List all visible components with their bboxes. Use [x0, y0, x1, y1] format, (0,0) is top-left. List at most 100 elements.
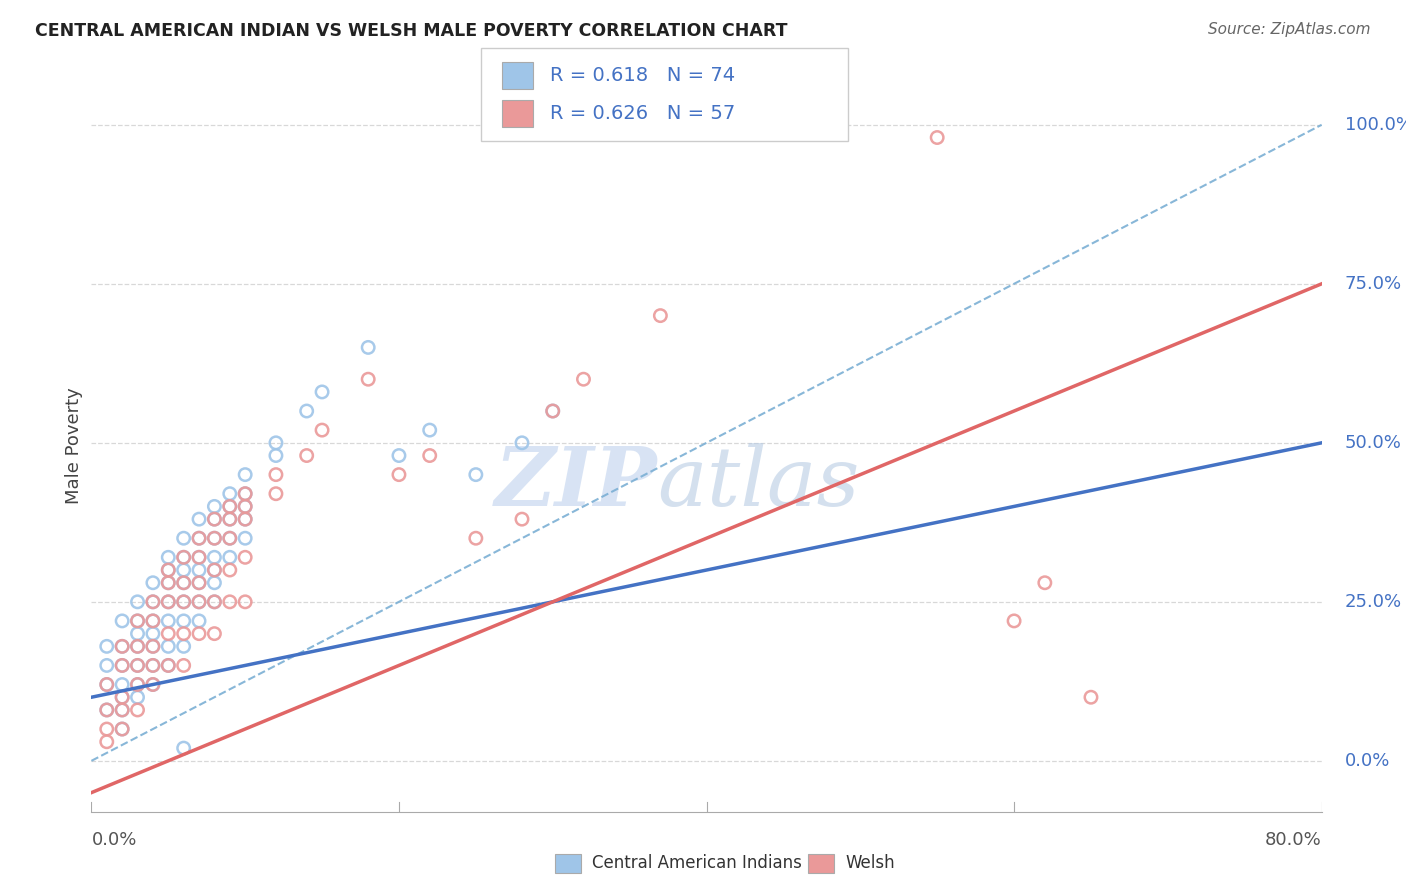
Point	[173, 741, 195, 756]
Point	[202, 563, 225, 577]
Point	[419, 449, 441, 463]
Point	[927, 130, 949, 145]
Point	[188, 531, 211, 545]
Point	[233, 531, 256, 545]
Point	[142, 626, 165, 640]
Point	[218, 563, 240, 577]
Point	[96, 703, 118, 717]
Point	[264, 467, 287, 482]
Text: Welsh: Welsh	[845, 855, 894, 872]
Point	[111, 722, 134, 736]
Point	[295, 449, 318, 463]
Point	[202, 531, 225, 545]
Point	[464, 531, 486, 545]
Point	[173, 550, 195, 565]
Point	[188, 550, 211, 565]
Point	[127, 690, 149, 705]
Point	[111, 640, 134, 654]
Text: 25.0%: 25.0%	[1344, 593, 1402, 611]
Point	[202, 575, 225, 590]
Point	[233, 550, 256, 565]
Point	[464, 467, 486, 482]
Point	[127, 614, 149, 628]
Text: atlas: atlas	[657, 442, 859, 523]
Point	[218, 500, 240, 514]
Point	[233, 595, 256, 609]
Point	[157, 563, 180, 577]
Point	[264, 435, 287, 450]
Point	[111, 690, 134, 705]
Point	[96, 640, 118, 654]
Point	[188, 595, 211, 609]
Point	[111, 677, 134, 691]
Point	[218, 500, 240, 514]
Point	[218, 531, 240, 545]
Point	[142, 614, 165, 628]
Point	[510, 512, 533, 526]
Text: 0.0%: 0.0%	[91, 830, 136, 849]
Text: R = 0.626   N = 57: R = 0.626 N = 57	[550, 104, 735, 123]
Point	[572, 372, 595, 386]
Point	[157, 575, 180, 590]
Text: 0.0%: 0.0%	[1344, 752, 1391, 770]
Point	[419, 423, 441, 437]
Point	[233, 512, 256, 526]
Point	[218, 512, 240, 526]
Point	[142, 595, 165, 609]
Point	[233, 500, 256, 514]
Text: CENTRAL AMERICAN INDIAN VS WELSH MALE POVERTY CORRELATION CHART: CENTRAL AMERICAN INDIAN VS WELSH MALE PO…	[35, 22, 787, 40]
Point	[127, 640, 149, 654]
Point	[142, 614, 165, 628]
Point	[111, 614, 134, 628]
Point	[127, 677, 149, 691]
Point	[157, 595, 180, 609]
Point	[1002, 614, 1025, 628]
Point	[142, 640, 165, 654]
Point	[188, 595, 211, 609]
Point	[218, 486, 240, 500]
Point	[127, 595, 149, 609]
Point	[202, 595, 225, 609]
Point	[188, 531, 211, 545]
Point	[218, 595, 240, 609]
Text: Central American Indians: Central American Indians	[592, 855, 801, 872]
Point	[173, 595, 195, 609]
Point	[111, 703, 134, 717]
Point	[202, 512, 225, 526]
Point	[157, 595, 180, 609]
Text: Source: ZipAtlas.com: Source: ZipAtlas.com	[1208, 22, 1371, 37]
Point	[111, 640, 134, 654]
Point	[111, 658, 134, 673]
Text: 50.0%: 50.0%	[1344, 434, 1402, 452]
Point	[173, 575, 195, 590]
Point	[142, 677, 165, 691]
Point	[218, 531, 240, 545]
Point	[173, 614, 195, 628]
Point	[173, 626, 195, 640]
Point	[357, 340, 380, 354]
Point	[188, 575, 211, 590]
Point	[650, 309, 672, 323]
Point	[188, 626, 211, 640]
Point	[111, 703, 134, 717]
Point	[188, 563, 211, 577]
Point	[202, 500, 225, 514]
Point	[127, 703, 149, 717]
Text: 100.0%: 100.0%	[1344, 116, 1406, 134]
Point	[202, 626, 225, 640]
Point	[202, 550, 225, 565]
Point	[233, 512, 256, 526]
Point	[127, 658, 149, 673]
Point	[264, 449, 287, 463]
Point	[142, 658, 165, 673]
Point	[127, 626, 149, 640]
Point	[173, 531, 195, 545]
Point	[96, 658, 118, 673]
Text: 75.0%: 75.0%	[1344, 275, 1402, 293]
Point	[142, 575, 165, 590]
Point	[188, 550, 211, 565]
Point	[157, 614, 180, 628]
Point	[541, 404, 564, 418]
Point	[188, 575, 211, 590]
Point	[202, 563, 225, 577]
